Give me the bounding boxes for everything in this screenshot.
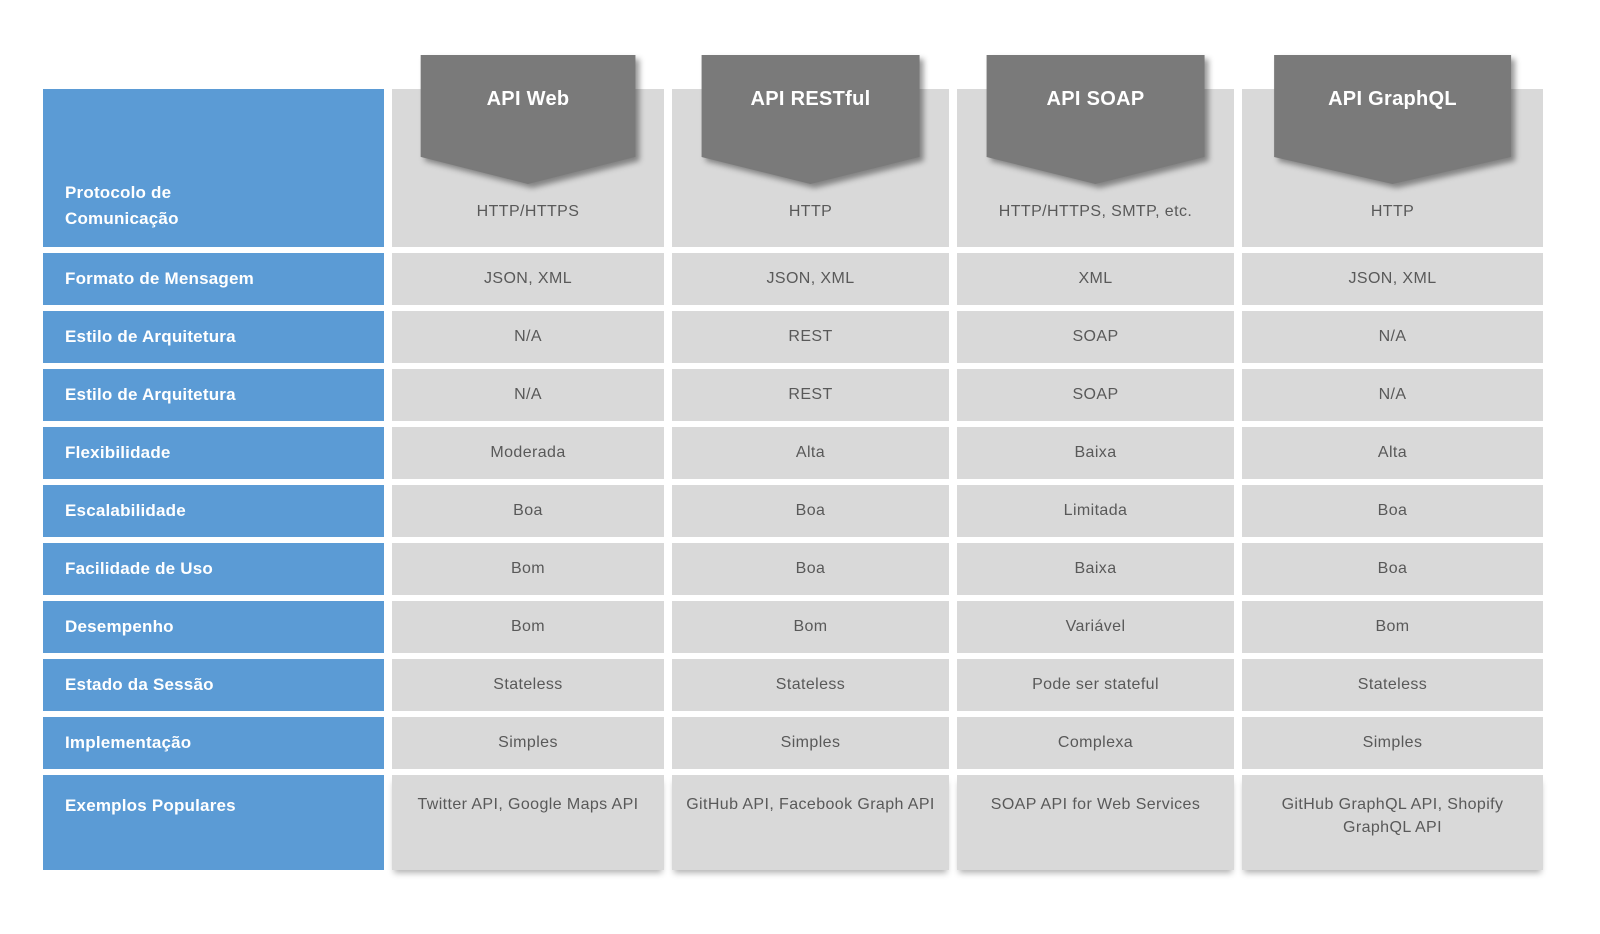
value-cell: JSON, XML — [672, 253, 949, 305]
value-cell: HTTP — [672, 89, 949, 247]
value-cell: Boa — [672, 485, 949, 537]
criteria-column: Protocolo de Comunicação Formato de Mensa… — [43, 89, 384, 870]
criteria-label: Estilo de Arquitetura — [43, 369, 384, 421]
value-cell: SOAP — [957, 311, 1234, 363]
value-cell: Twitter API, Google Maps API — [392, 775, 664, 870]
column-api-restful: API RESTful HTTP JSON, XML REST REST Alta Boa… — [672, 55, 949, 870]
value-cell: Simples — [392, 717, 664, 769]
column-api-web: API Web HTTP/HTTPS JSON, XML N/A N/A Moderad… — [392, 55, 664, 870]
value-cell: N/A — [392, 311, 664, 363]
value-cell: JSON, XML — [392, 253, 664, 305]
criteria-label: Escalabilidade — [43, 485, 384, 537]
value-cell: N/A — [392, 369, 664, 421]
criteria-label: Flexibilidade — [43, 427, 384, 479]
value-cell: XML — [957, 253, 1234, 305]
value-cell: GitHub API, Facebook Graph API — [672, 775, 949, 870]
criteria-label: Formato de Mensagem — [43, 253, 384, 305]
value-cell: HTTP/HTTPS, SMTP, etc. — [957, 89, 1234, 247]
value-cells: HTTP JSON, XML REST REST Alta Boa Boa Bom Statel… — [672, 89, 949, 870]
column-api-graphql: API GraphQL HTTP JSON, XML N/A N/A Alta Boa Bo… — [1242, 55, 1543, 870]
criteria-label: Implementação — [43, 717, 384, 769]
value-cell: JSON, XML — [1242, 253, 1543, 305]
value-cell: N/A — [1242, 311, 1543, 363]
value-cell: SOAP — [957, 369, 1234, 421]
value-cell: Stateless — [392, 659, 664, 711]
value-cell: Alta — [672, 427, 949, 479]
value-cell: GitHub GraphQL API, Shopify GraphQL API — [1242, 775, 1543, 870]
column-api-soap: API SOAP HTTP/HTTPS, SMTP, etc. XML SOAP SO… — [957, 55, 1234, 870]
api-comparison-table: Protocolo de Comunicação Formato de Mensa… — [43, 55, 1543, 870]
value-cell: Bom — [392, 543, 664, 595]
value-cell: SOAP API for Web Services — [957, 775, 1234, 870]
value-cell: HTTP/HTTPS — [392, 89, 664, 247]
value-cell: REST — [672, 311, 949, 363]
value-cell: Bom — [392, 601, 664, 653]
value-cells: HTTP/HTTPS JSON, XML N/A N/A Moderada Boa Bom B… — [392, 89, 664, 870]
value-cell: Baixa — [957, 543, 1234, 595]
value-cell: Simples — [672, 717, 949, 769]
value-cell: Alta — [1242, 427, 1543, 479]
value-cell: Simples — [1242, 717, 1543, 769]
value-cell: N/A — [1242, 369, 1543, 421]
value-cell: Limitada — [957, 485, 1234, 537]
value-cell: Moderada — [392, 427, 664, 479]
value-cell: REST — [672, 369, 949, 421]
value-cell: Bom — [672, 601, 949, 653]
criteria-label: Exemplos Populares — [43, 775, 384, 870]
value-cells: HTTP/HTTPS, SMTP, etc. XML SOAP SOAP Baixa Li… — [957, 89, 1234, 870]
value-cell: Stateless — [1242, 659, 1543, 711]
value-cell: Variável — [957, 601, 1234, 653]
value-cell: Boa — [1242, 543, 1543, 595]
criteria-label: Facilidade de Uso — [43, 543, 384, 595]
value-cell: Boa — [672, 543, 949, 595]
criteria-label: Protocolo de Comunicação — [43, 89, 384, 247]
value-cell: Complexa — [957, 717, 1234, 769]
value-cells: HTTP JSON, XML N/A N/A Alta Boa Boa Bom Stateles… — [1242, 89, 1543, 870]
value-cell: Boa — [1242, 485, 1543, 537]
value-cell: Pode ser stateful — [957, 659, 1234, 711]
criteria-label: Estado da Sessão — [43, 659, 384, 711]
value-cell: Boa — [392, 485, 664, 537]
value-cell: HTTP — [1242, 89, 1543, 247]
criteria-label: Desempenho — [43, 601, 384, 653]
value-cell: Stateless — [672, 659, 949, 711]
criteria-label: Estilo de Arquitetura — [43, 311, 384, 363]
value-cell: Baixa — [957, 427, 1234, 479]
value-cell: Bom — [1242, 601, 1543, 653]
